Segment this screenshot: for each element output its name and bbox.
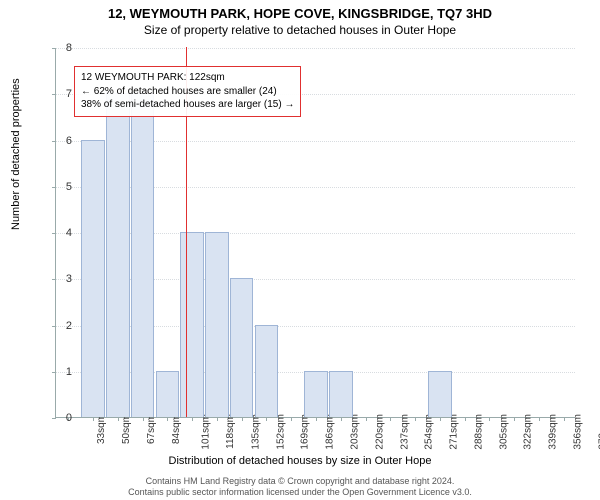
- x-tick-label: 135sqm: [251, 414, 262, 450]
- y-tick-label: 2: [32, 320, 72, 332]
- histogram-bar: [205, 232, 229, 417]
- x-tick: [415, 417, 416, 421]
- plot-region: 33sqm50sqm67sqm84sqm101sqm118sqm135sqm15…: [55, 48, 575, 418]
- x-tick: [143, 417, 144, 421]
- x-tick-label: 33sqm: [96, 414, 107, 444]
- histogram-bar: [428, 371, 452, 417]
- gridline: [56, 48, 575, 49]
- x-tick: [564, 417, 565, 421]
- y-tick-label: 3: [32, 273, 72, 285]
- x-tick-label: 50sqm: [121, 414, 132, 444]
- x-tick: [291, 417, 292, 421]
- x-tick: [390, 417, 391, 421]
- y-tick-label: 8: [32, 42, 72, 54]
- annotation-line: 38% of semi-detached houses are larger (…: [81, 98, 294, 112]
- histogram-bar: [156, 371, 180, 417]
- footer-attribution: Contains HM Land Registry data © Crown c…: [0, 476, 600, 499]
- y-tick-label: 4: [32, 227, 72, 239]
- chart-plot-area: 33sqm50sqm67sqm84sqm101sqm118sqm135sqm15…: [55, 48, 575, 418]
- y-axis-label: Number of detached properties: [10, 78, 22, 230]
- x-tick: [489, 417, 490, 421]
- annotation-line: ← 62% of detached houses are smaller (24…: [81, 85, 294, 99]
- x-tick-label: 186sqm: [325, 414, 336, 450]
- x-tick: [316, 417, 317, 421]
- chart-title-sub: Size of property relative to detached ho…: [0, 21, 600, 41]
- x-tick-label: 322sqm: [523, 414, 534, 450]
- x-tick: [539, 417, 540, 421]
- x-tick-label: 101sqm: [201, 414, 212, 450]
- histogram-bar: [230, 278, 254, 417]
- x-tick: [118, 417, 119, 421]
- x-tick-label: 339sqm: [548, 414, 559, 450]
- histogram-bar: [180, 232, 204, 417]
- x-tick: [514, 417, 515, 421]
- x-tick: [93, 417, 94, 421]
- x-tick-label: 356sqm: [572, 414, 583, 450]
- x-tick: [217, 417, 218, 421]
- x-tick-label: 254sqm: [424, 414, 435, 450]
- x-tick-label: 288sqm: [473, 414, 484, 450]
- footer-line-2: Contains public sector information licen…: [0, 487, 600, 498]
- y-tick-label: 6: [32, 135, 72, 147]
- histogram-bar: [255, 325, 279, 418]
- x-tick-label: 220sqm: [374, 414, 385, 450]
- annotation-box: 12 WEYMOUTH PARK: 122sqm← 62% of detache…: [74, 66, 301, 117]
- y-tick-label: 0: [32, 412, 72, 424]
- x-tick: [341, 417, 342, 421]
- x-tick: [465, 417, 466, 421]
- y-tick-label: 7: [32, 88, 72, 100]
- x-tick-label: 305sqm: [498, 414, 509, 450]
- x-axis-label: Distribution of detached houses by size …: [0, 455, 600, 467]
- histogram-bar: [81, 140, 105, 418]
- annotation-line: 12 WEYMOUTH PARK: 122sqm: [81, 71, 294, 85]
- x-tick: [242, 417, 243, 421]
- y-tick-label: 5: [32, 181, 72, 193]
- x-tick: [440, 417, 441, 421]
- x-tick-label: 169sqm: [300, 414, 311, 450]
- x-tick-label: 67sqm: [146, 414, 157, 444]
- x-tick-label: 271sqm: [449, 414, 460, 450]
- footer-line-1: Contains HM Land Registry data © Crown c…: [0, 476, 600, 487]
- x-tick-label: 152sqm: [275, 414, 286, 450]
- histogram-bar: [304, 371, 328, 417]
- x-tick: [366, 417, 367, 421]
- histogram-bar: [106, 93, 130, 417]
- x-tick-label: 84sqm: [171, 414, 182, 444]
- x-tick-label: 237sqm: [399, 414, 410, 450]
- histogram-bar: [131, 93, 155, 417]
- x-tick: [167, 417, 168, 421]
- y-tick-label: 1: [32, 366, 72, 378]
- x-tick: [192, 417, 193, 421]
- chart-title-main: 12, WEYMOUTH PARK, HOPE COVE, KINGSBRIDG…: [0, 0, 600, 21]
- x-tick: [266, 417, 267, 421]
- histogram-bar: [329, 371, 353, 417]
- x-tick-label: 203sqm: [350, 414, 361, 450]
- x-tick-label: 118sqm: [225, 414, 236, 449]
